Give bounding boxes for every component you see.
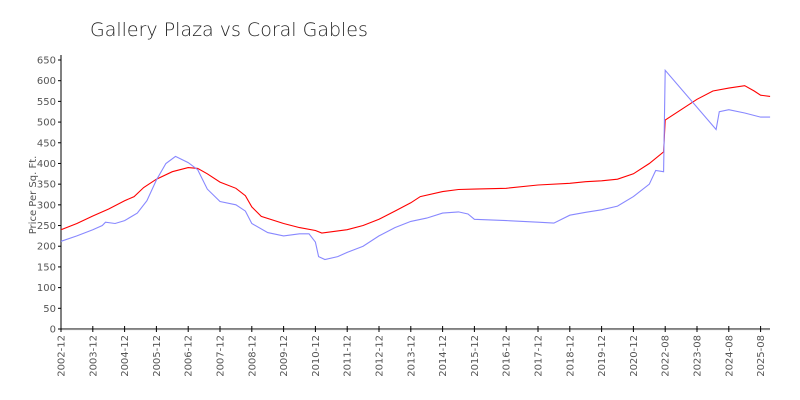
y-tick-label: 450 [37,138,56,149]
x-tick-label: 2018-12 [565,335,576,377]
y-tick-label: 150 [37,262,56,273]
axes: 0 50 100 150 200 250 300 350 400 450 500 550 600 650 2… [37,55,770,377]
y-tick-label: 250 [37,221,56,232]
x-tick-label: 2020-12 [629,335,640,377]
y-tick-label: 100 [37,283,56,294]
x-tick-label: 2022-08 [661,335,672,377]
x-tick-label: 2019-12 [597,335,608,377]
x-tick-label: 2002-12 [57,335,68,377]
y-tick-label: 650 [37,56,56,67]
x-tick-label: 2016-12 [502,335,513,377]
x-tick-label: 2003-12 [88,335,99,377]
x-tick-label: 2008-12 [247,335,258,377]
series-line-2 [60,68,771,261]
y-axis-label: Price Per Sq. Ft. [28,156,39,235]
y-tick-label: 50 [43,304,56,315]
x-tick-label: 2005-12 [152,335,163,377]
x-tick-label: 2006-12 [184,335,195,377]
series-lines [60,68,771,261]
chart-title: Gallery Plaza vs Coral Gables [90,19,368,41]
y-tick-label: 300 [37,200,56,211]
x-tick-label: 2024-08 [724,335,735,377]
x-tick-label: 2017-12 [534,335,545,377]
x-tick-label: 2007-12 [216,335,227,377]
x-tick-label: 2011-12 [343,335,354,377]
y-tick-label: 550 [37,97,56,108]
x-tick-label: 2012-12 [375,335,386,377]
x-tick-label: 2014-12 [438,335,449,377]
y-tick-label: 600 [37,76,56,87]
x-tick-label: 2004-12 [120,335,131,377]
x-tick-label: 2025-08 [756,335,767,377]
y-tick-label: 500 [37,118,56,129]
y-tick-label: 400 [37,159,56,170]
y-tick-label: 200 [37,242,56,253]
x-tick-label: 2023-08 [693,335,704,377]
y-tick-label: 350 [37,180,56,191]
x-tick-label: 2010-12 [311,335,322,377]
x-tick-label: 2013-12 [406,335,417,377]
x-tick-label: 2015-12 [470,335,481,377]
y-tick-label: 0 [50,325,56,336]
x-tick-label: 2009-12 [279,335,290,377]
series-line-1 [60,85,771,234]
